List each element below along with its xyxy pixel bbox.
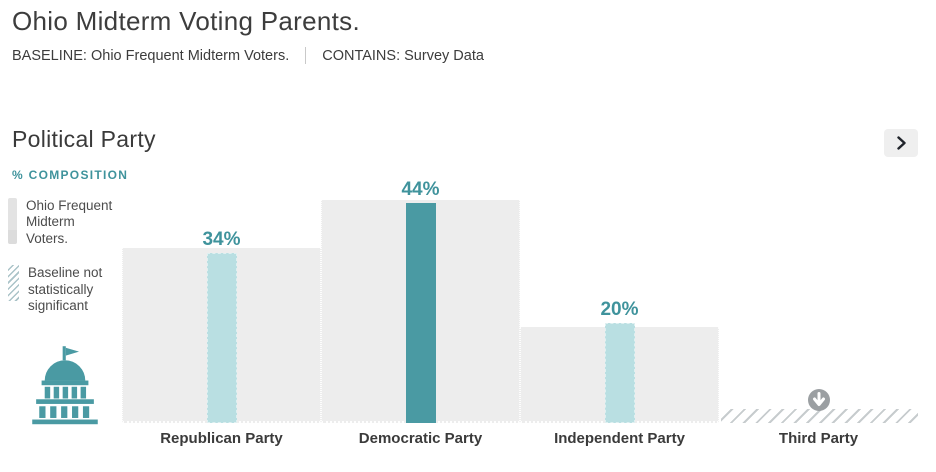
chevron-right-icon — [896, 136, 907, 150]
value-bar-republican-party[interactable] — [206, 253, 237, 423]
legend-item-not-significant: Baseline not statistically significant — [8, 265, 118, 314]
down-arrow-circle-icon — [807, 388, 831, 417]
category-label-democratic-party: Democratic Party — [358, 430, 483, 447]
bar-chart: 34% Republican Party 44% Democratic Party 20… — [122, 170, 918, 447]
next-section-button[interactable] — [884, 129, 918, 157]
chart-column-democratic-party: 44% Democratic Party — [321, 170, 520, 447]
legend-label: Ohio Frequent Midterm Voters. — [26, 198, 113, 246]
baseline-swatch — [8, 198, 17, 244]
composition-axis-label: % COMPOSITION — [12, 168, 129, 182]
value-label: 34% — [202, 229, 241, 250]
baseline-label: BASELINE: Ohio Frequent Midterm Voters. — [12, 47, 290, 64]
page-title: Ohio Midterm Voting Parents. — [12, 6, 360, 36]
category-label-independent-party: Independent Party — [554, 430, 685, 447]
category-label-republican-party: Republican Party — [160, 430, 283, 447]
not-significant-hatch-strip — [721, 409, 918, 423]
chart-column-third-party: Third Party — [719, 170, 918, 447]
subtitle-divider — [305, 47, 307, 64]
section-title: Political Party — [12, 126, 156, 152]
capitol-building-icon — [26, 346, 104, 431]
value-bar-independent-party[interactable] — [604, 323, 635, 423]
value-label: 44% — [401, 179, 440, 200]
hatch-swatch — [8, 265, 19, 302]
value-label: 20% — [600, 299, 639, 320]
value-bar-democratic-party[interactable] — [405, 203, 436, 423]
chart-column-republican-party: 34% Republican Party — [122, 170, 321, 447]
contains-label: CONTAINS: Survey Data — [322, 47, 484, 64]
category-label-third-party: Third Party — [778, 430, 859, 447]
page-subtitle: BASELINE: Ohio Frequent Midterm Voters. … — [12, 47, 484, 64]
chart-legend: Ohio Frequent Midterm Voters. Baseline n… — [8, 198, 118, 333]
chart-column-independent-party: 20% Independent Party — [520, 170, 719, 447]
legend-label: Baseline not statistically significant — [28, 265, 103, 314]
legend-item-baseline: Ohio Frequent Midterm Voters. — [8, 198, 118, 247]
